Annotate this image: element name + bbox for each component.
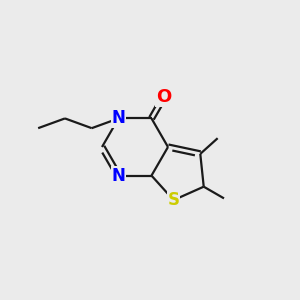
Text: S: S: [168, 191, 180, 209]
Text: O: O: [156, 88, 171, 106]
Text: N: N: [112, 167, 125, 184]
Text: N: N: [112, 110, 125, 128]
